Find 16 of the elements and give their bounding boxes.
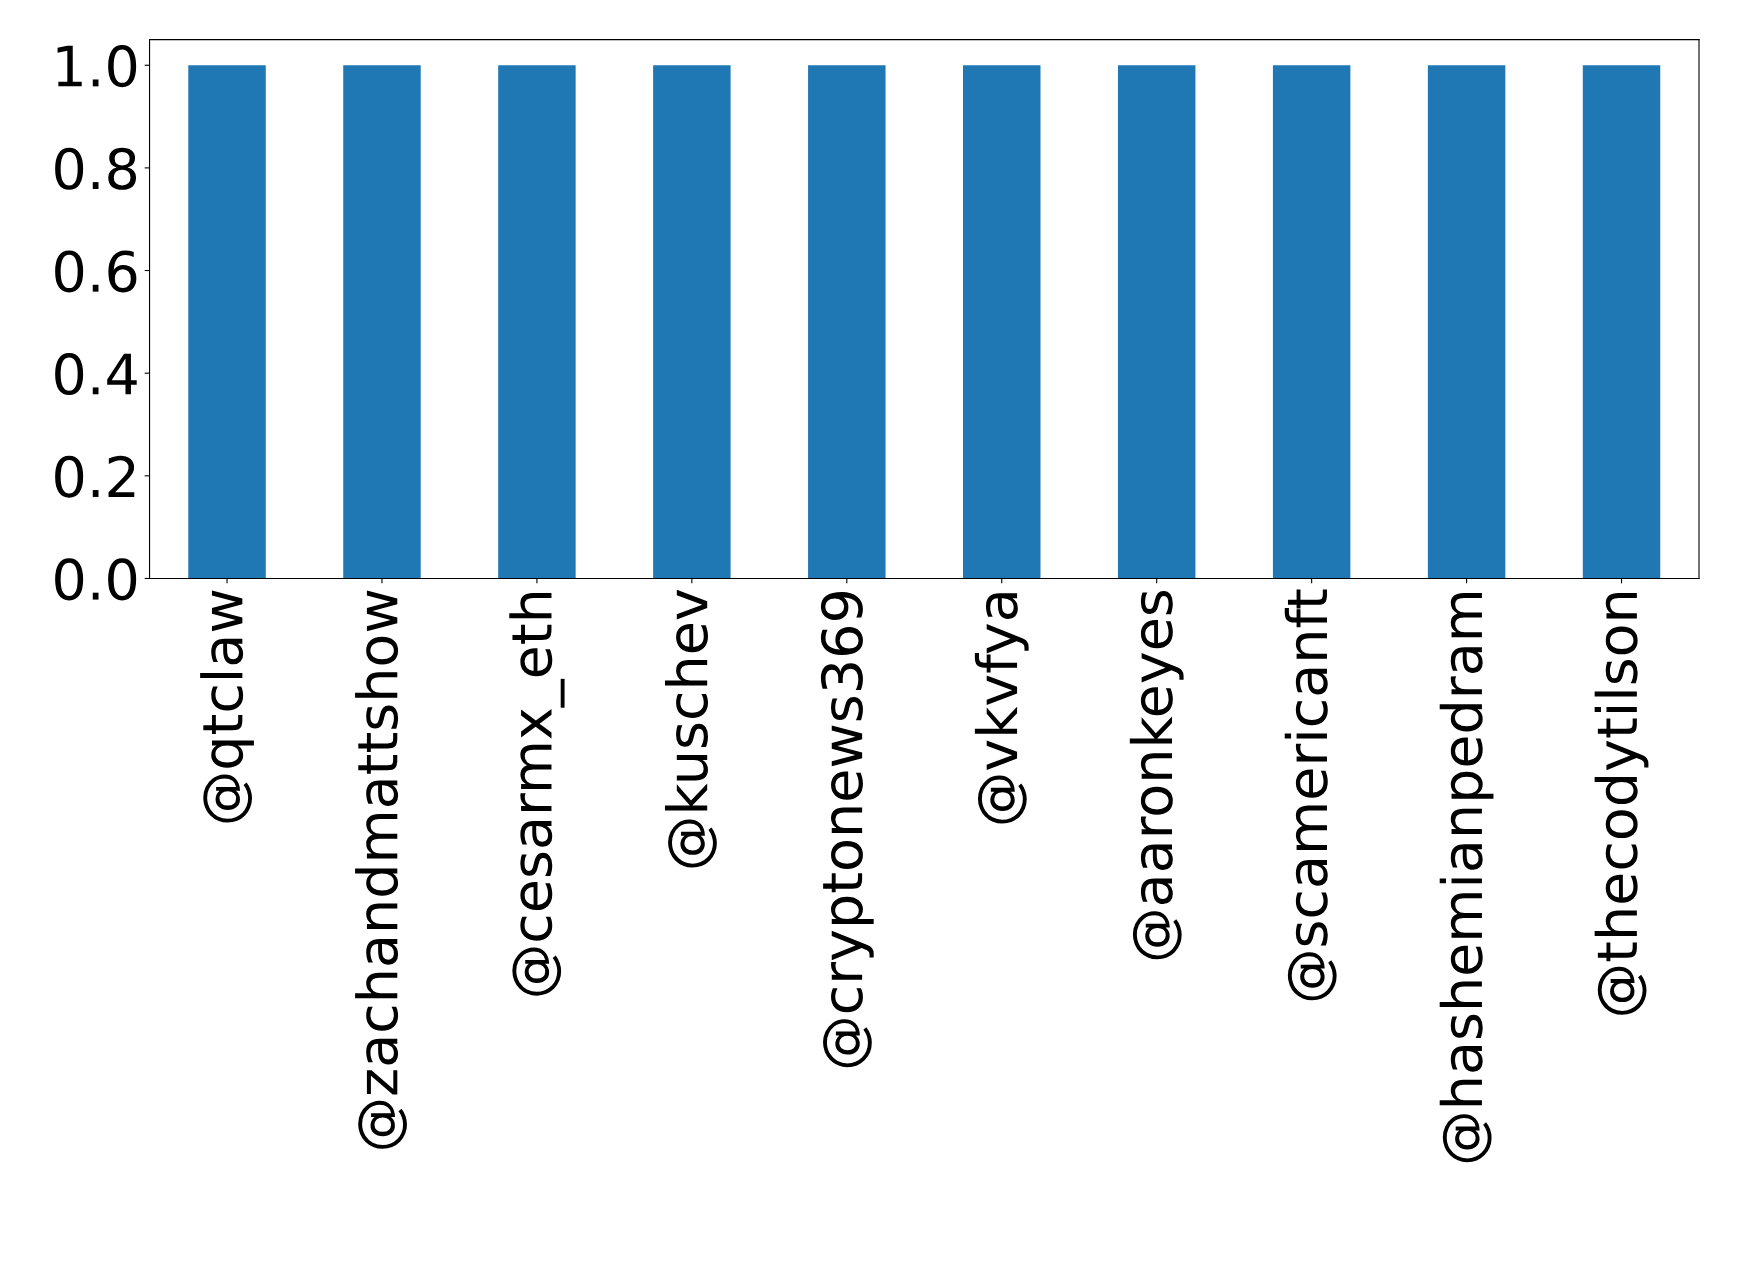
y-tick-label: 0.6 [55, 250, 137, 293]
x-tick-label: @kuschev [664, 589, 717, 868]
x-tick-label: @cryptonews369 [820, 592, 874, 1068]
x-tick-label: @aaronkeyes [1129, 590, 1184, 960]
y-tick-label: 0.2 [55, 455, 135, 498]
x-tick-label: @thecodytilson [1594, 592, 1649, 1015]
x-tick-label: @cesarmx_eth [509, 592, 565, 996]
y-tick-label: 0.4 [55, 353, 137, 396]
y-tick-label: 0.0 [55, 558, 137, 601]
y-tick-label: 0.8 [55, 147, 137, 190]
x-tick-label: @hashemianpedram [1439, 592, 1494, 1163]
x-tick-label: @scamericanft [1284, 589, 1337, 1001]
x-tick-label: @qtclaw [200, 590, 254, 823]
x-tick-label: @vkvfya [974, 593, 1029, 824]
y-tick-label: 1.0 [57, 45, 137, 88]
x-tick-label: @zachandmattshow [355, 590, 407, 1149]
